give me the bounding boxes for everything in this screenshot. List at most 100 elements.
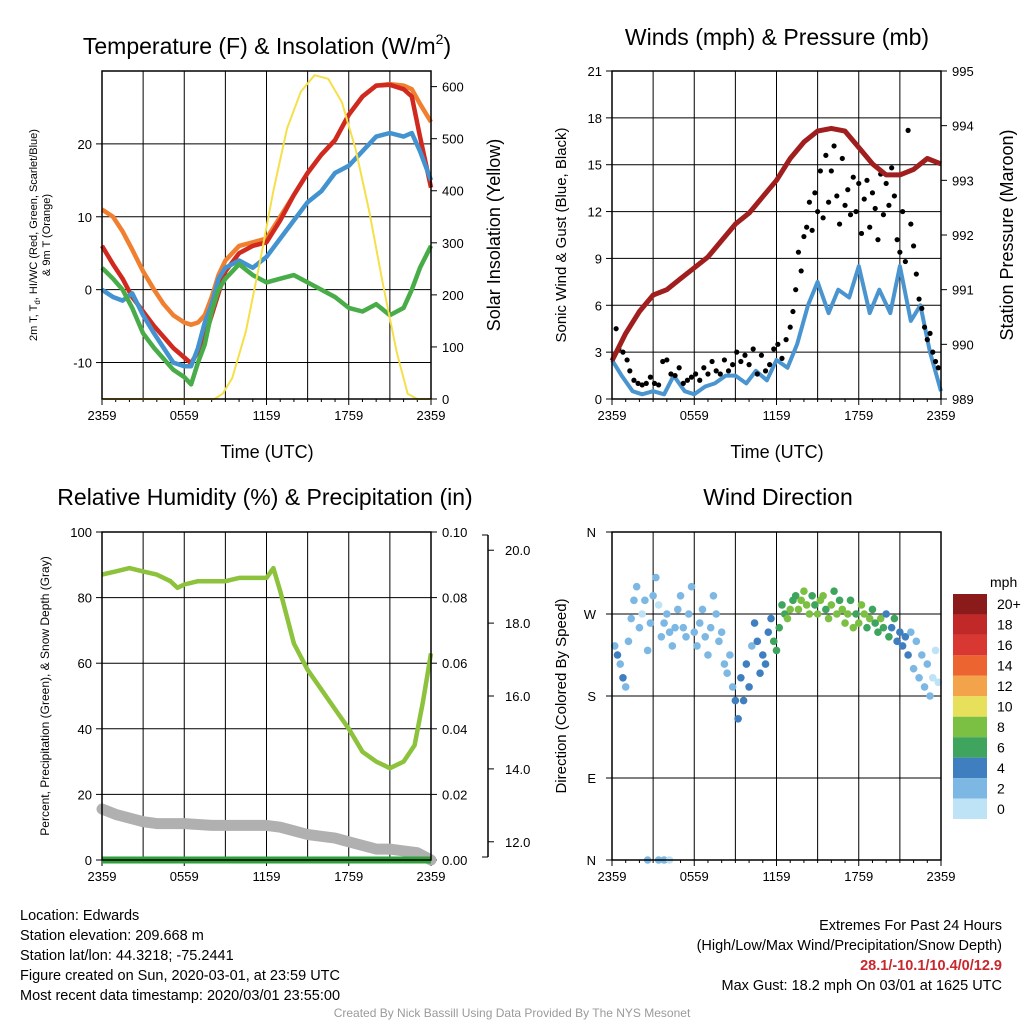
- wind-direction-point: [843, 610, 852, 618]
- gust-point: [709, 358, 715, 365]
- gust-point: [701, 365, 707, 371]
- wind-direction-point: [860, 610, 869, 618]
- gust-point: [913, 271, 919, 277]
- wind-direction-point: [635, 623, 644, 632]
- gust-point: [668, 371, 674, 377]
- wind-direction-point: [909, 664, 918, 673]
- y2-tick-label: 600: [442, 80, 464, 95]
- humidity-panel: 2359 0559 1159 1759 23590204060801000.000.02…: [38, 484, 530, 884]
- x-tick-label: 2359: [598, 869, 627, 884]
- gust-point: [758, 352, 765, 358]
- gust-point: [831, 143, 837, 149]
- x-tick-label: 1159: [253, 869, 281, 884]
- legend-title: mph: [990, 574, 1017, 590]
- gust-point: [883, 180, 889, 187]
- gust-point: [660, 358, 666, 365]
- wind-direction-point: [841, 619, 849, 627]
- y2-tick-label: 0.10: [442, 525, 467, 540]
- wind-direction-point: [687, 582, 696, 591]
- gust-point: [834, 193, 840, 199]
- x-tick-label: 1159: [763, 869, 791, 884]
- wind-direction-point: [822, 605, 830, 614]
- legend-swatch: [953, 634, 987, 656]
- gust-point: [801, 233, 807, 240]
- wind-direction-point: [731, 696, 740, 705]
- wind-direction-point: [852, 610, 860, 618]
- wind-direction-point: [641, 596, 649, 605]
- gust-point: [717, 371, 723, 377]
- wind-direction-point: [879, 623, 888, 632]
- x-axis-label: Time (UTC): [730, 442, 823, 462]
- y-tick-label: 10: [78, 210, 92, 225]
- y2-tick-label: 993: [952, 173, 974, 188]
- y2-tick-label: 995: [952, 64, 974, 79]
- recent-timestamp: Most recent data timestamp: 2020/03/01 2…: [20, 988, 341, 1004]
- y-tick-label: 21: [588, 64, 602, 79]
- wind-direction-point: [610, 642, 619, 650]
- legend-label: 4: [997, 760, 1005, 776]
- y-tick-label: 12: [588, 205, 602, 220]
- plot-border: [611, 531, 942, 861]
- y-axis-label-text: 2m T, T: [28, 304, 40, 341]
- x-tick-label: 0559: [170, 408, 199, 423]
- gust-point: [697, 377, 703, 383]
- gust-point: [815, 208, 821, 215]
- wind-direction-point: [627, 614, 635, 623]
- wind-direction-point: [846, 596, 855, 605]
- wind-direction-point: [715, 637, 723, 646]
- title-end: ): [443, 33, 451, 59]
- legend-swatch: [953, 655, 987, 676]
- y-tick-label: 9: [595, 251, 602, 266]
- max-gust: Max Gust: 18.2 mph On 03/01 at 1625 UTC: [721, 978, 1002, 994]
- y3-tick-label: 16.0: [505, 689, 530, 704]
- wind-direction-point: [745, 683, 753, 691]
- wind-direction-point: [811, 601, 819, 609]
- wind-direction-point: [660, 619, 668, 627]
- snow-depth-line: [96, 803, 437, 866]
- x-tick-label: 0559: [680, 408, 709, 423]
- winds-panel: 2359 0559 1159 1759 235903691215182198999099…: [553, 24, 1017, 462]
- y3-tick-label: 12.0: [505, 835, 530, 850]
- wind-direction-point: [915, 673, 923, 682]
- wind-direction-point: [723, 669, 731, 678]
- wind-direction-point: [775, 623, 784, 632]
- legend-swatch: [953, 696, 987, 717]
- legend-label: 2: [997, 780, 1005, 796]
- gust-point: [889, 165, 895, 171]
- y-tick-label: 20: [78, 137, 92, 152]
- wind-direction-point: [663, 610, 671, 618]
- x-tick-label: 1759: [334, 408, 363, 423]
- wind-direction-point: [769, 637, 778, 646]
- wind-direction-point: [876, 614, 885, 623]
- plot-border: [611, 70, 942, 400]
- wind-direction-point: [854, 619, 863, 627]
- wind-direction-point: [649, 591, 657, 600]
- y-tick-label: 3: [595, 345, 602, 360]
- gust-point: [672, 372, 678, 379]
- wind-direction-point: [742, 660, 751, 668]
- gust-point: [798, 268, 804, 274]
- gust-point: [812, 190, 818, 196]
- x-tick-label: 1759: [844, 408, 873, 423]
- y3-tick-label: 14.0: [505, 762, 530, 777]
- wind-direction-point: [624, 637, 633, 646]
- gust-point: [842, 202, 848, 208]
- y3-tick-label: 18.0: [505, 616, 530, 631]
- y2-tick-label: 0.08: [442, 591, 467, 606]
- wind-direction-point: [833, 610, 841, 618]
- wind-direction-point: [918, 651, 926, 659]
- gust-point: [647, 374, 653, 380]
- wind-direction-point: [652, 573, 660, 582]
- extremes-values: 28.1/-10.1/10.4/0/12.9: [860, 958, 1002, 974]
- temperature-series-line-1: [100, 82, 434, 366]
- y-tick-label: N: [587, 525, 596, 540]
- gust-point: [916, 296, 922, 302]
- wind-direction-point: [657, 632, 666, 641]
- gust-point: [664, 357, 670, 363]
- y-tick-label: 20: [78, 787, 92, 802]
- wind-direction-point: [907, 628, 915, 637]
- gust-point: [631, 377, 637, 383]
- y-tick-label: 0: [85, 283, 92, 298]
- y2-tick-label: 994: [952, 119, 974, 134]
